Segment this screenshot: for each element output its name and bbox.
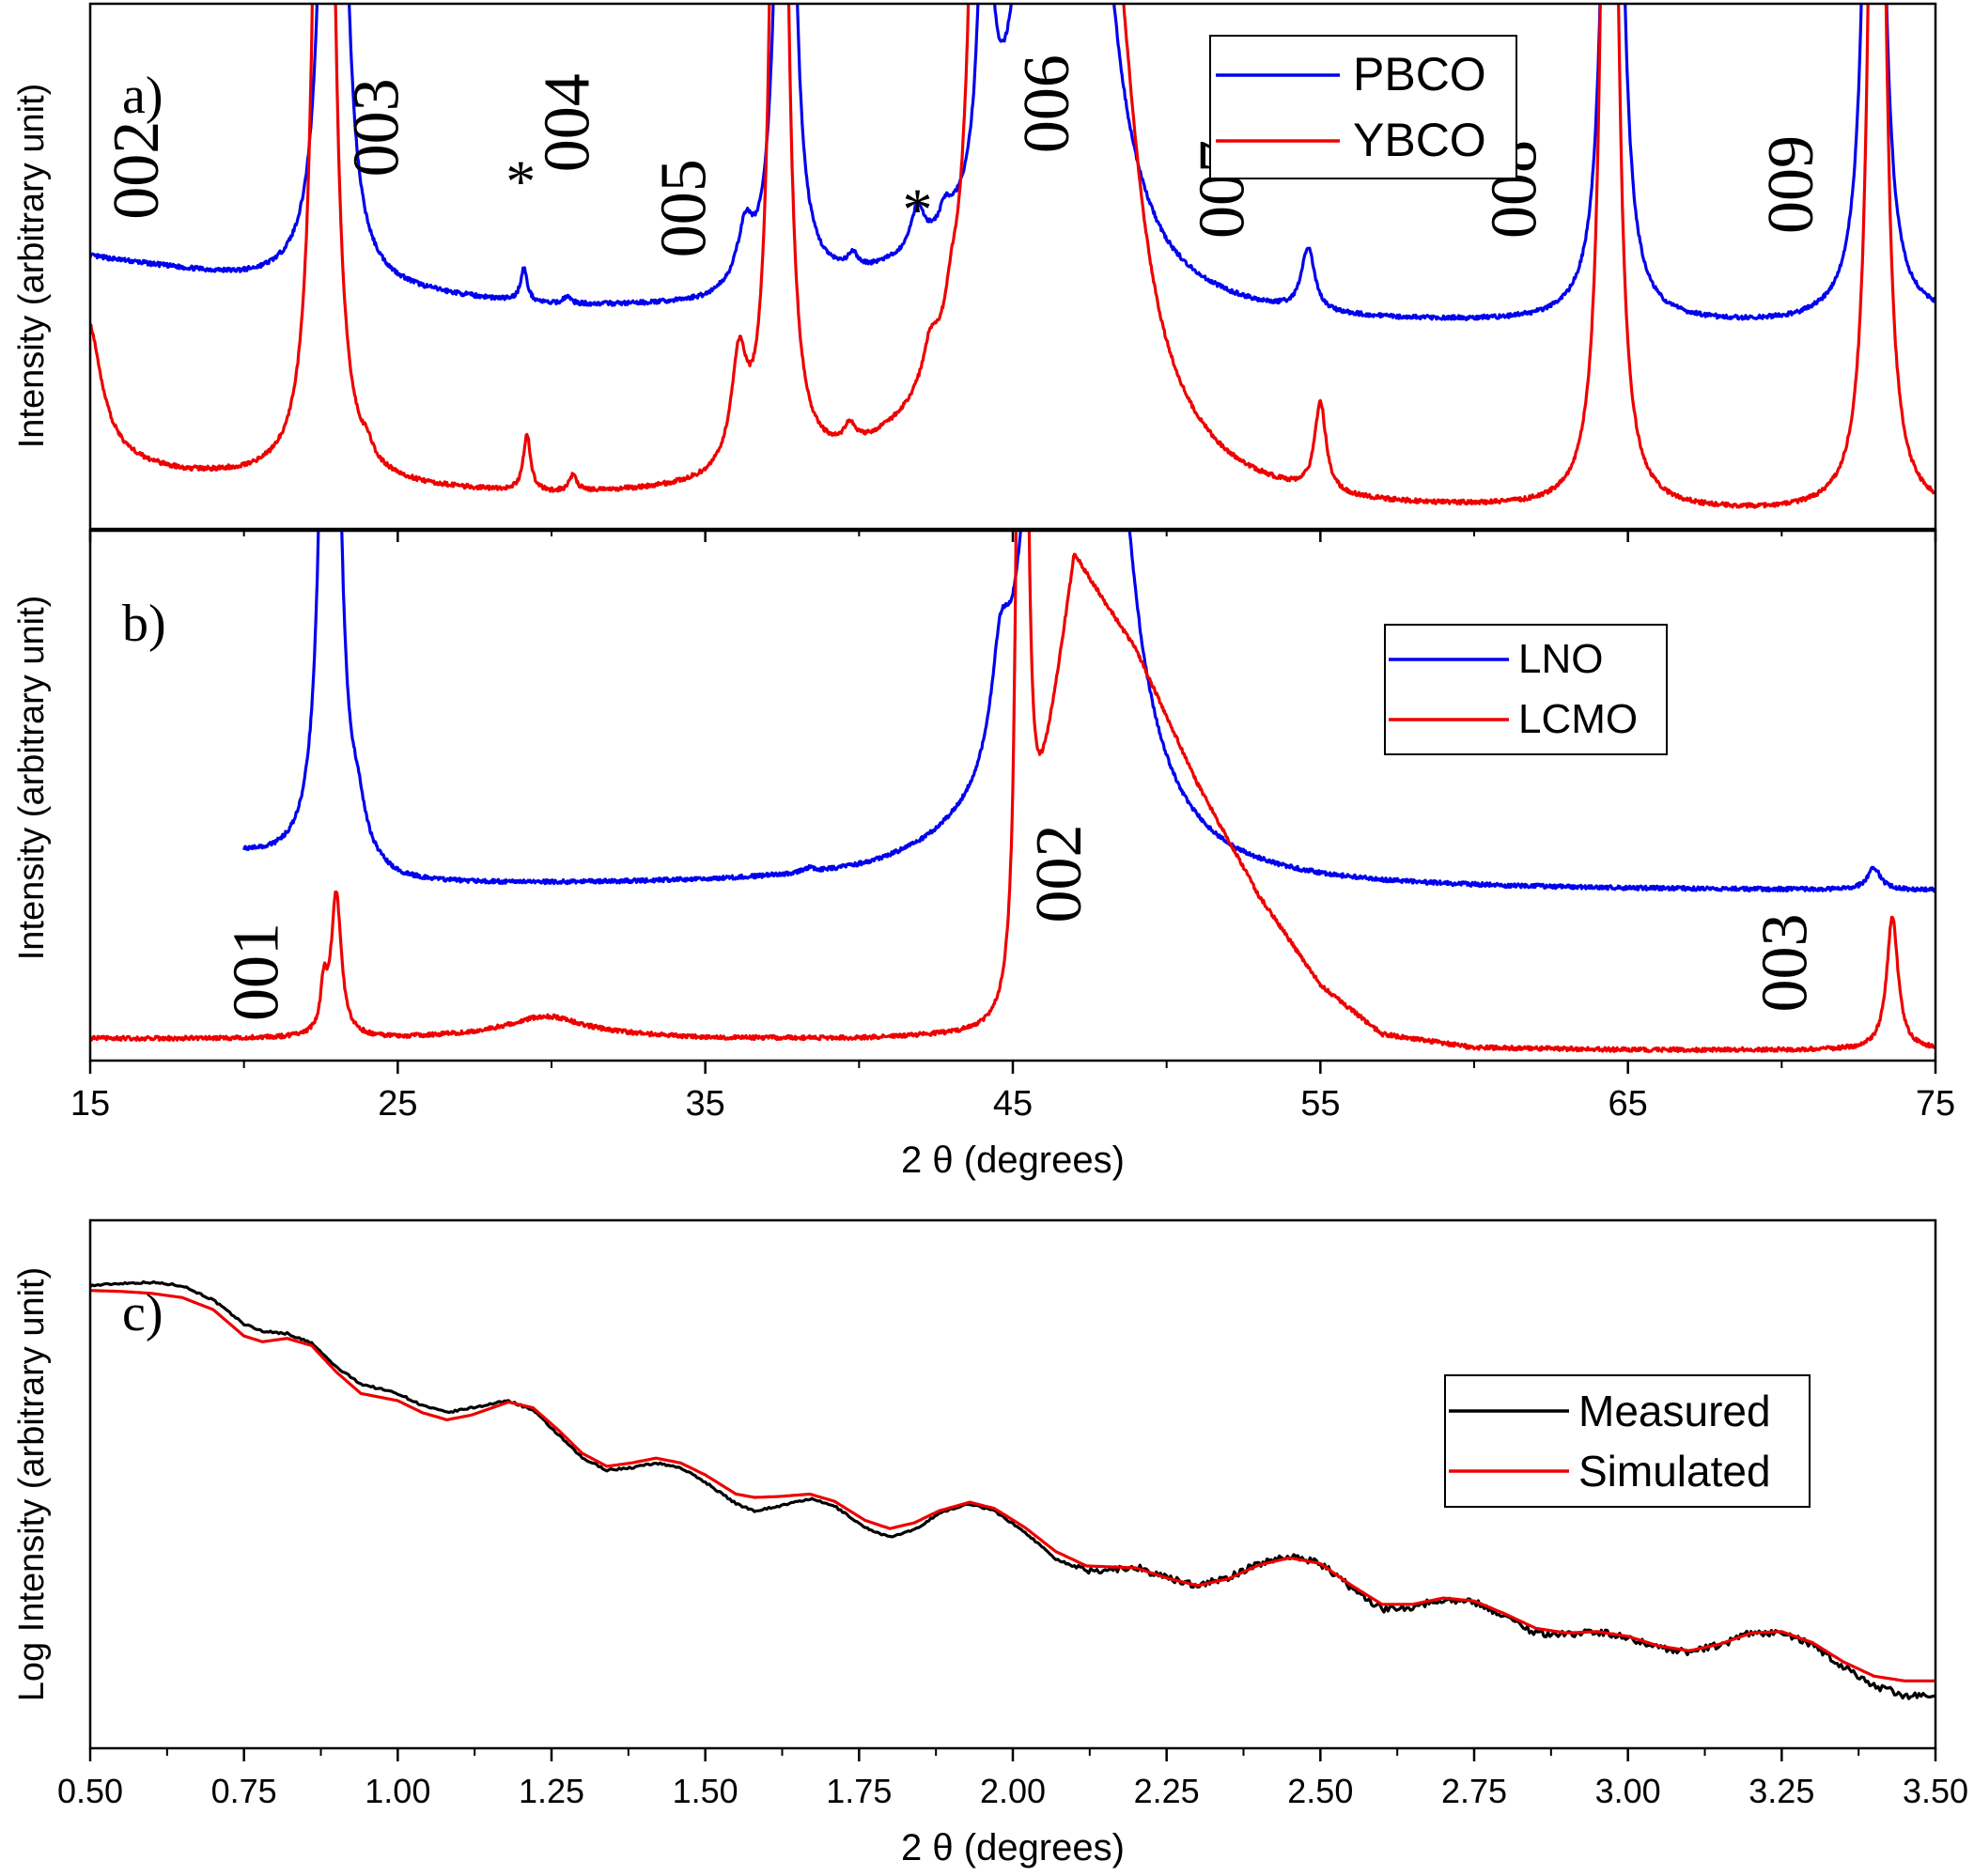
reflection-label-003: 003: [1749, 914, 1822, 1013]
legend-simulated-label: Simulated: [1578, 1447, 1771, 1496]
panel-c-xlabel: 2 θ (degrees): [901, 1827, 1125, 1868]
legend-pbco-label: PBCO: [1353, 48, 1486, 101]
panel-b-legend: LNO LCMO: [1384, 624, 1668, 755]
panel-b-label: b): [122, 595, 166, 653]
x-tick-label: 0.75: [211, 1772, 277, 1810]
x-tick-label: 75: [1916, 1084, 1955, 1124]
panel-b-xlabel: 2 θ (degrees): [901, 1140, 1125, 1181]
reflection-label-006: 006: [1011, 54, 1083, 153]
legend-lno-label: LNO: [1518, 636, 1603, 682]
panel-b: 15 25 35 45 55 65 75 b) Intensity (arbitrary u…: [12, 529, 1955, 1181]
panel-c-label: c): [122, 1284, 163, 1342]
reflection-label-005: 005: [648, 159, 721, 257]
panel-b-ticks: 15 25 35 45 55 65 75: [70, 1061, 1955, 1124]
panel-c: 0.50 0.75 1.00 1.25 1.50 1.75 2.00 2.25 2.50 2.75…: [12, 1218, 1968, 1868]
panel-c-legend: Measured Simulated: [1444, 1374, 1811, 1508]
panel-c-legend-box: [1444, 1374, 1811, 1508]
reflection-label-003: 003: [340, 78, 412, 177]
x-tick-label: 3.00: [1595, 1772, 1661, 1810]
panel-c-ticks: 0.50 0.75 1.00 1.25 1.50 1.75 2.00 2.25 2.50 2.75…: [57, 1748, 1968, 1810]
x-tick-label: 55: [1300, 1084, 1340, 1124]
x-tick-label: 2.50: [1287, 1772, 1353, 1810]
series-pbco-line: [91, 5, 1935, 321]
x-tick-label: 3.50: [1903, 1772, 1968, 1810]
panel-b-annotations: 001 002 003: [221, 825, 1822, 1022]
series-measured-line: [91, 1279, 1935, 1700]
series-simulated-line: [91, 1289, 1935, 1682]
series-lcmo-line: [91, 532, 1935, 1054]
panel-a-series: [91, 5, 1935, 509]
x-tick-label: 3.25: [1749, 1772, 1814, 1810]
legend-measured-label: Measured: [1578, 1387, 1771, 1435]
x-tick-label: 1.50: [673, 1772, 738, 1810]
x-tick-label: 25: [378, 1084, 417, 1124]
x-tick-label: 1.75: [826, 1772, 892, 1810]
peak-asterisk: *: [903, 177, 933, 243]
x-tick-label: 1.00: [365, 1772, 430, 1810]
reflection-label-004: 004: [531, 73, 603, 172]
legend-ybco-label: YBCO: [1353, 114, 1486, 166]
panel-a-legend-box: [1209, 35, 1517, 179]
panel-b-series: [91, 532, 1935, 1054]
x-tick-label: 35: [686, 1084, 725, 1124]
reflection-label-009: 009: [1755, 135, 1827, 234]
panel-c-ylabel: Log Intensity (arbitrary unit): [12, 1267, 52, 1702]
panel-a-legend: PBCO YBCO: [1209, 35, 1517, 179]
panel-b-ylabel: Intensity (arbitrary unit): [12, 596, 52, 961]
reflection-label-002: 002: [101, 121, 173, 220]
x-tick-label: 65: [1609, 1084, 1648, 1124]
series-ybco-line: [91, 5, 1935, 509]
x-tick-label: 45: [993, 1084, 1033, 1124]
panel-b-legend-box: [1384, 624, 1668, 755]
panel-a-label: a): [122, 67, 163, 125]
panel-a-ylabel: Intensity (arbitrary unit): [12, 84, 52, 449]
panel-a: a) Intensity (arbitrary unit) 002 003*004…: [12, 2, 1937, 542]
peak-asterisk: *: [505, 147, 536, 214]
reflection-label-001: 001: [221, 922, 293, 1021]
x-tick-label: 15: [70, 1084, 110, 1124]
x-tick-label: 2.00: [980, 1772, 1046, 1810]
series-lno-line: [242, 532, 1935, 893]
x-tick-label: 2.75: [1441, 1772, 1507, 1810]
panel-c-series: [91, 1279, 1935, 1700]
reflection-label-002: 002: [1023, 825, 1096, 923]
x-tick-label: 0.50: [57, 1772, 123, 1810]
legend-lcmo-label: LCMO: [1518, 696, 1638, 742]
x-tick-label: 1.25: [519, 1772, 584, 1810]
x-tick-label: 2.25: [1134, 1772, 1200, 1810]
